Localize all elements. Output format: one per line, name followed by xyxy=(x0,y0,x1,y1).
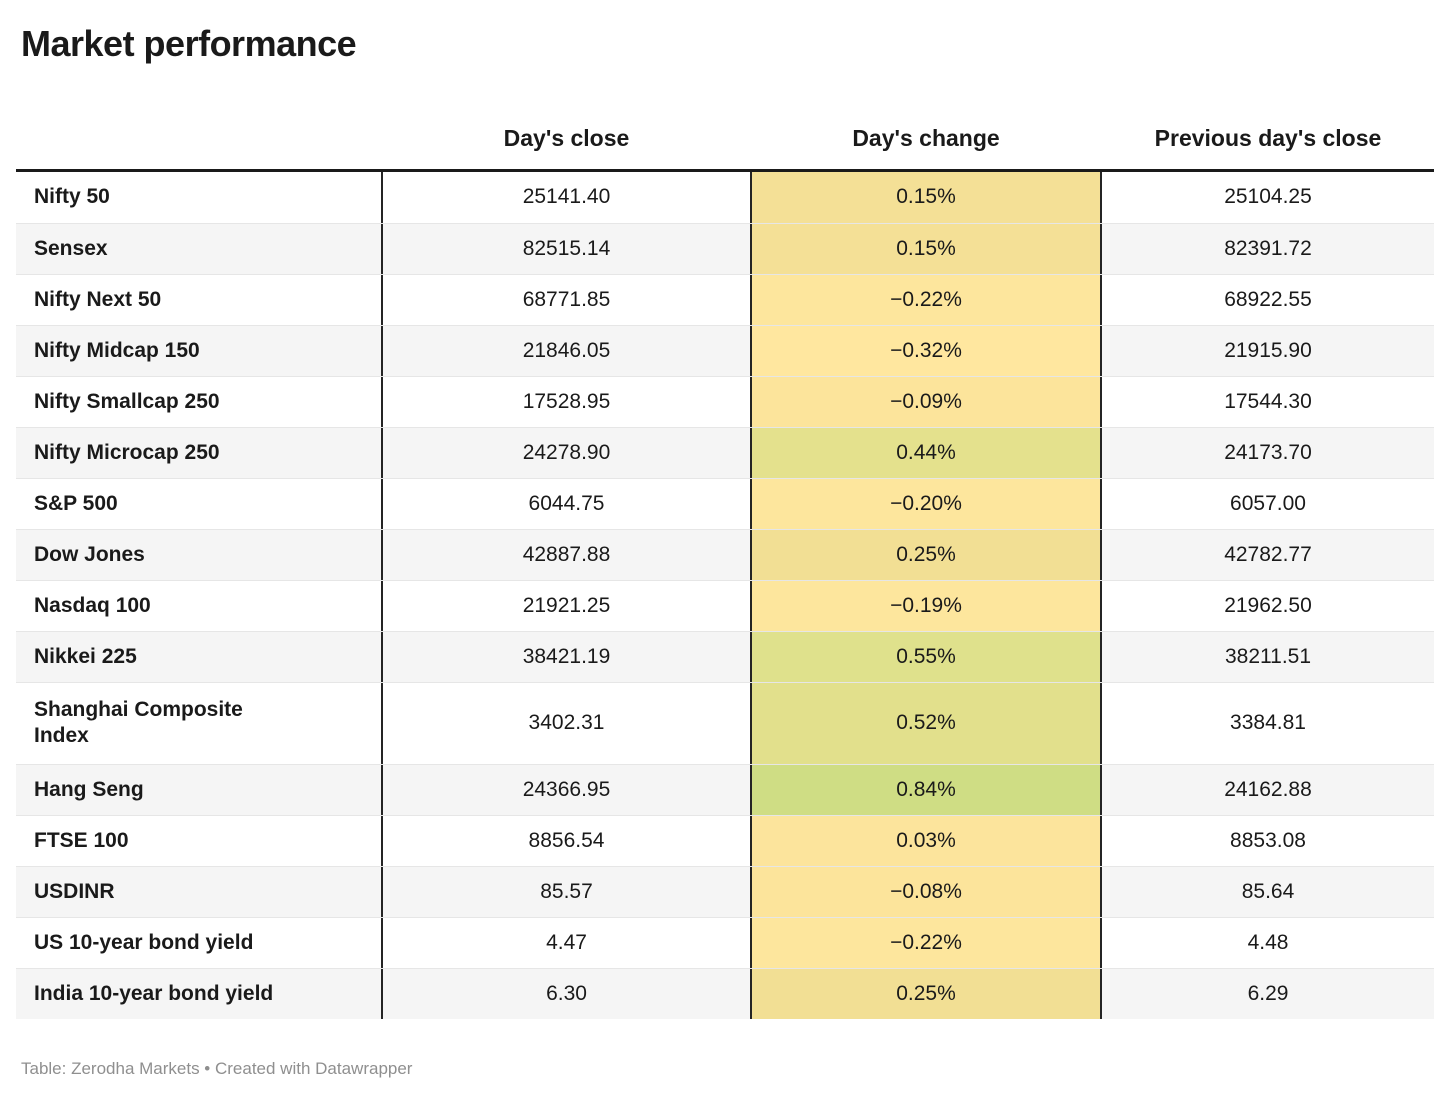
days-close-value: 24366.95 xyxy=(522,777,611,801)
table-row-india-10-year-bond-yield: India 10-year bond yield 6.30 0.25% 6.29 xyxy=(16,967,1434,1019)
days-close-value: 17528.95 xyxy=(522,389,611,413)
days-close-value: 21921.25 xyxy=(522,593,611,617)
header-days-close: Day's close xyxy=(503,125,630,152)
days-change-value: −0.22% xyxy=(750,274,1102,325)
previous-close-value: 6.29 xyxy=(1247,981,1289,1005)
row-label: FTSE 100 xyxy=(16,815,383,866)
row-label: Nikkei 225 xyxy=(16,631,383,682)
days-close-value: 21846.05 xyxy=(522,338,611,362)
market-performance-table: Nifty 50 25141.40 0.15% 25104.25 Sensex … xyxy=(16,168,1434,1019)
row-label: Nasdaq 100 xyxy=(16,580,383,631)
table-row-nifty-50: Nifty 50 25141.40 0.15% 25104.25 xyxy=(16,171,1434,223)
row-label: USDINR xyxy=(16,866,383,917)
table-row-usdinr: USDINR 85.57 −0.08% 85.64 xyxy=(16,865,1434,917)
days-close-value: 42887.88 xyxy=(522,542,611,566)
header-days-change: Day's change xyxy=(852,125,1000,152)
days-change-value: 0.15% xyxy=(750,223,1102,274)
row-label: Nifty Next 50 xyxy=(16,274,383,325)
previous-close-value: 8853.08 xyxy=(1230,828,1306,852)
days-change-value: 0.15% xyxy=(750,171,1102,223)
days-change-value: 0.84% xyxy=(750,764,1102,815)
previous-close-value: 21915.90 xyxy=(1224,338,1312,362)
days-change-value: 0.44% xyxy=(750,427,1102,478)
table-row-nifty-microcap-250: Nifty Microcap 250 24278.90 0.44% 24173.… xyxy=(16,426,1434,478)
table-row-ftse-100: FTSE 100 8856.54 0.03% 8853.08 xyxy=(16,814,1434,866)
previous-close-value: 17544.30 xyxy=(1224,389,1312,413)
previous-close-value: 3384.81 xyxy=(1230,711,1306,735)
table-row-nifty-smallcap-250: Nifty Smallcap 250 17528.95 −0.09% 17544… xyxy=(16,375,1434,427)
table-row-hang-seng: Hang Seng 24366.95 0.84% 24162.88 xyxy=(16,763,1434,815)
days-close-value: 8856.54 xyxy=(528,828,605,852)
days-close-value: 85.57 xyxy=(540,879,593,903)
table-row-dow-jones: Dow Jones 42887.88 0.25% 42782.77 xyxy=(16,528,1434,580)
table-row-nasdaq-100: Nasdaq 100 21921.25 −0.19% 21962.50 xyxy=(16,579,1434,631)
row-label: Shanghai Composite Index xyxy=(16,682,383,764)
table-row-us-10-year-bond-yield: US 10-year bond yield 4.47 −0.22% 4.48 xyxy=(16,916,1434,968)
previous-close-value: 38211.51 xyxy=(1224,644,1312,668)
row-label: Nifty 50 xyxy=(16,171,383,223)
previous-close-value: 24173.70 xyxy=(1224,440,1312,464)
row-label: Nifty Microcap 250 xyxy=(16,427,383,478)
previous-close-value: 25104.25 xyxy=(1224,185,1312,209)
days-change-value: −0.20% xyxy=(750,478,1102,529)
table-row-shanghai-composite: Shanghai Composite Index 3402.31 0.52% 3… xyxy=(16,681,1434,764)
days-close-value: 38421.19 xyxy=(522,644,611,668)
table-row-sp-500: S&P 500 6044.75 −0.20% 6057.00 xyxy=(16,477,1434,529)
table-row-nifty-next-50: Nifty Next 50 68771.85 −0.22% 68922.55 xyxy=(16,273,1434,325)
days-close-value: 6044.75 xyxy=(528,491,605,515)
days-change-value: 0.25% xyxy=(750,968,1102,1019)
days-close-value: 82515.14 xyxy=(522,236,611,260)
days-close-value: 24278.90 xyxy=(522,440,611,464)
days-change-value: 0.25% xyxy=(750,529,1102,580)
row-label: S&P 500 xyxy=(16,478,383,529)
days-change-value: −0.08% xyxy=(750,866,1102,917)
days-close-value: 4.47 xyxy=(546,930,587,954)
attribution-text: Table: Zerodha Markets • Created with Da… xyxy=(21,1058,413,1078)
days-close-value: 6.30 xyxy=(546,981,587,1005)
row-label: Nifty Midcap 150 xyxy=(16,325,383,376)
days-close-value: 68771.85 xyxy=(522,287,611,311)
row-label: Nifty Smallcap 250 xyxy=(16,376,383,427)
table-row-nifty-midcap-150: Nifty Midcap 150 21846.05 −0.32% 21915.9… xyxy=(16,324,1434,376)
header-previous-close: Previous day's close xyxy=(1154,125,1382,152)
days-change-value: 0.03% xyxy=(750,815,1102,866)
days-change-value: 0.52% xyxy=(750,682,1102,764)
days-change-value: −0.32% xyxy=(750,325,1102,376)
previous-close-value: 42782.77 xyxy=(1224,542,1312,566)
row-label: Dow Jones xyxy=(16,529,383,580)
days-change-value: −0.19% xyxy=(750,580,1102,631)
days-close-value: 3402.31 xyxy=(528,711,605,735)
header-spacer xyxy=(16,125,383,153)
page-title: Market performance xyxy=(21,23,357,64)
days-change-value: −0.22% xyxy=(750,917,1102,968)
table-row-nikkei-225: Nikkei 225 38421.19 0.55% 38211.51 xyxy=(16,630,1434,682)
previous-close-value: 24162.88 xyxy=(1224,777,1312,801)
row-label: US 10-year bond yield xyxy=(16,917,383,968)
row-label: India 10-year bond yield xyxy=(16,968,383,1019)
previous-close-value: 4.48 xyxy=(1247,930,1289,954)
row-label: Hang Seng xyxy=(16,764,383,815)
previous-close-value: 82391.72 xyxy=(1224,236,1312,260)
days-change-value: 0.55% xyxy=(750,631,1102,682)
days-change-value: −0.09% xyxy=(750,376,1102,427)
days-close-value: 25141.40 xyxy=(522,185,611,209)
previous-close-value: 85.64 xyxy=(1241,879,1295,903)
table-header-row: Day's close Day's change Previous day's … xyxy=(16,125,1434,169)
table-row-sensex: Sensex 82515.14 0.15% 82391.72 xyxy=(16,222,1434,274)
previous-close-value: 21962.50 xyxy=(1224,593,1312,617)
previous-close-value: 6057.00 xyxy=(1230,491,1306,515)
row-label: Sensex xyxy=(16,223,383,274)
previous-close-value: 68922.55 xyxy=(1224,287,1312,311)
